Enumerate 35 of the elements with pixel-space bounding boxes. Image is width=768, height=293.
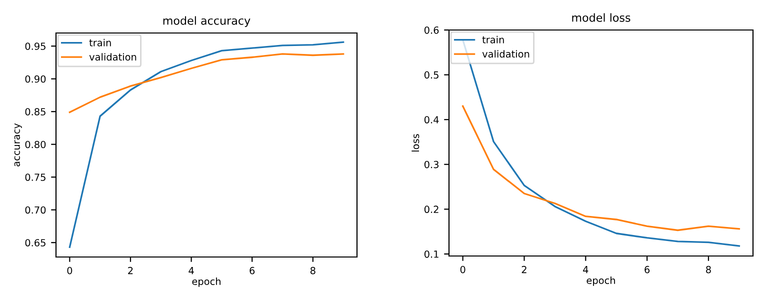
x-tick-label: 8 — [310, 266, 316, 274]
x-tick-label: 2 — [522, 266, 526, 274]
y-axis-title: loss — [412, 134, 420, 152]
chart-title: model accuracy — [163, 16, 250, 27]
y-tick-label: 0.85 — [25, 108, 46, 116]
y-axis-title: accuracy — [14, 123, 22, 166]
x-axis-title: epoch — [586, 276, 615, 286]
x-axis-title: epoch — [192, 278, 220, 287]
y-tick-label: 0.2 — [424, 206, 438, 214]
chart-title: model loss — [572, 13, 630, 22]
y-tick-label: 0.6 — [424, 26, 439, 34]
x-tick-label: 4 — [583, 266, 588, 274]
y-tick-label: 0.75 — [25, 174, 46, 181]
line-series — [462, 105, 740, 232]
legend-label: validation — [482, 50, 530, 58]
line-series — [68, 53, 344, 114]
x-tick-label: 0 — [67, 266, 72, 274]
x-tick-label: 2 — [128, 266, 133, 274]
y-tick-label: 0.90 — [25, 75, 46, 83]
x-tick-label: 4 — [188, 267, 194, 274]
y-tick-label: 0.3 — [424, 160, 438, 168]
x-tick-label: 8 — [706, 266, 711, 274]
y-tick-label: 0.95 — [25, 42, 46, 50]
x-tick-label: 0 — [460, 266, 466, 274]
y-tick-label: 0.70 — [25, 206, 46, 214]
x-tick-label: 6 — [250, 266, 255, 274]
legend-label: train — [89, 38, 111, 46]
legend-label: train — [482, 36, 504, 44]
y-tick-label: 0.80 — [25, 140, 46, 148]
x-tick-label: 6 — [644, 266, 650, 274]
y-tick-label: 0.4 — [424, 116, 439, 124]
y-tick-label: 0.65 — [25, 239, 46, 246]
legend-label: validation — [89, 53, 136, 61]
y-tick-label: 0.1 — [424, 250, 438, 258]
y-tick-label: 0.5 — [424, 71, 438, 79]
